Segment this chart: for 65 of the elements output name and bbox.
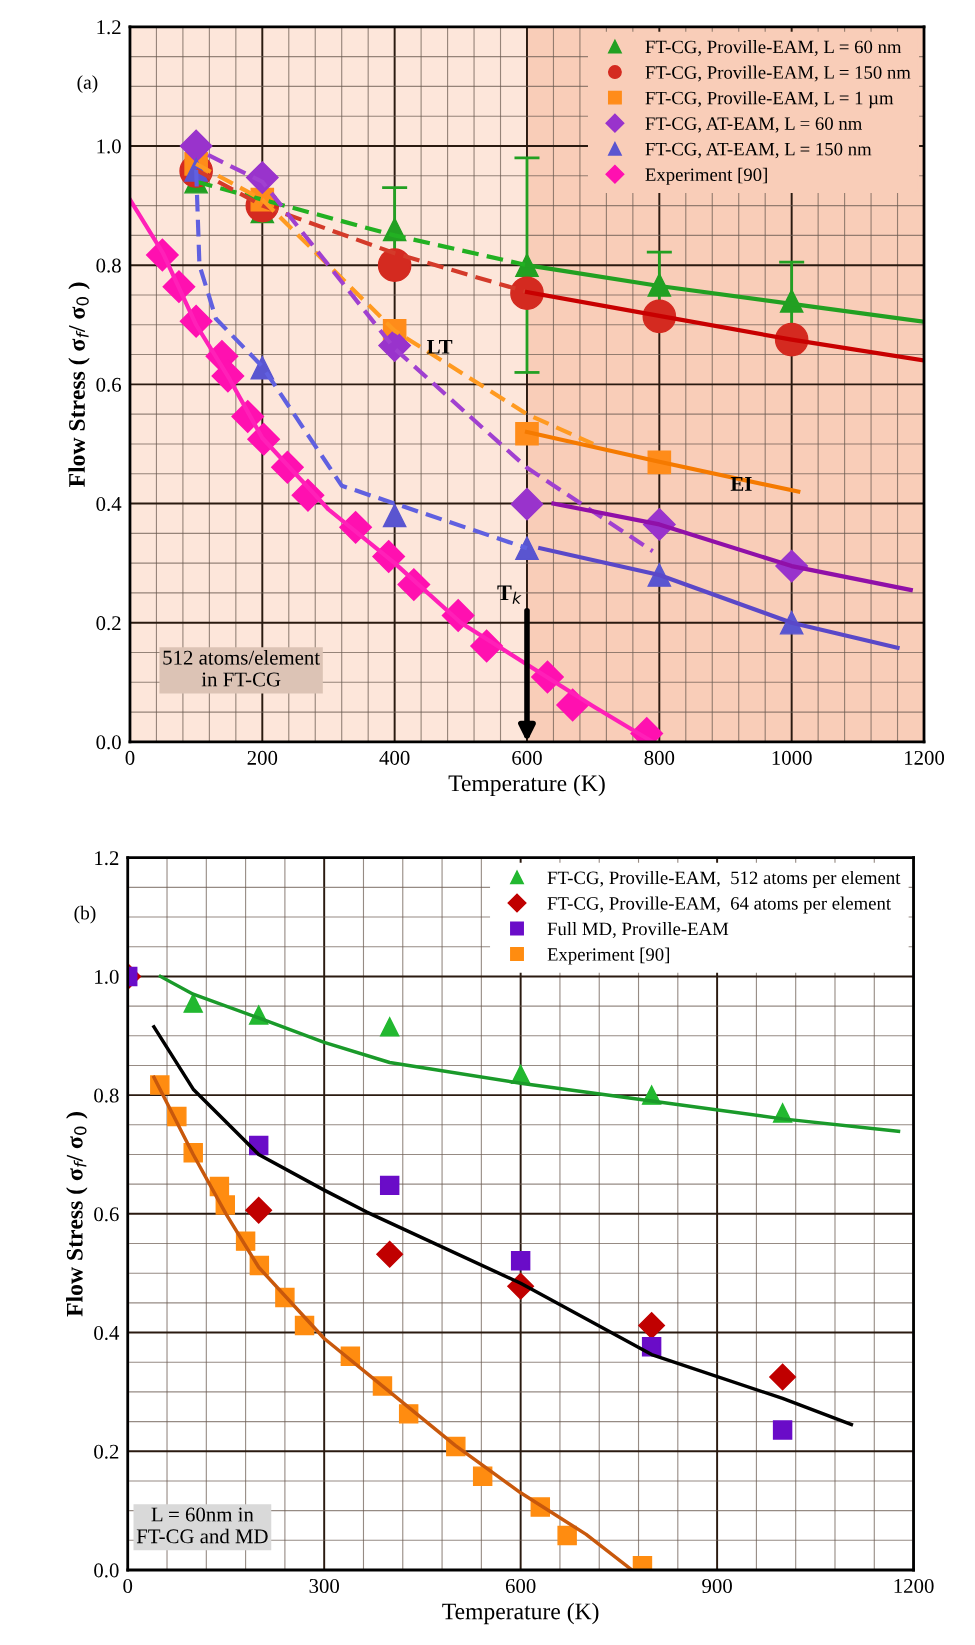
y-tick-label: 0.6 xyxy=(94,1207,119,1222)
point xyxy=(183,993,203,1013)
y-tick-label: 0.8 xyxy=(96,258,121,273)
line-series xyxy=(158,974,901,1134)
annotation: L = 60nm in FT-CG and MD xyxy=(136,1507,268,1544)
legend-label: FT-CG, AT-EAM, L = 60 nm xyxy=(645,117,863,133)
point xyxy=(557,1525,577,1546)
legend-label: Experiment [90] xyxy=(645,167,767,185)
legend-label: Full MD, Proville-EAM xyxy=(547,922,729,938)
point xyxy=(769,1363,797,1391)
x-tick-label: 600 xyxy=(505,1578,536,1593)
point xyxy=(510,1251,531,1271)
x-tick-label: 0 xyxy=(123,1578,133,1593)
x-tick-label: 800 xyxy=(644,750,675,765)
point xyxy=(245,1196,273,1224)
x-axis-title: Temperature (K) xyxy=(442,1602,599,1625)
point xyxy=(179,129,213,163)
point xyxy=(772,1420,793,1440)
point xyxy=(510,487,544,521)
point xyxy=(382,503,407,528)
legend-label: FT-CG, Proville-EAM, 64 atoms per element xyxy=(547,896,891,914)
y-tick-label: 0.4 xyxy=(94,1325,120,1341)
y-tick-label: 1.0 xyxy=(95,969,119,984)
point xyxy=(379,1175,400,1196)
x-tick-label: 1200 xyxy=(894,1578,934,1593)
y-tick-label: 0.4 xyxy=(96,496,122,512)
x-tick-label: 600 xyxy=(512,750,542,765)
line-series xyxy=(152,1025,854,1427)
legend-label: FT-CG, AT-EAM, L = 150 nm xyxy=(645,142,872,159)
line-series xyxy=(551,501,913,593)
point xyxy=(377,248,412,282)
legend-label: FT-CG, Proville-EAM, L = 60 nm xyxy=(645,40,902,56)
point xyxy=(638,1311,666,1339)
x-tick-label: 900 xyxy=(702,1578,732,1593)
legend-label: FT-CG, Proville-EAM, 512 atoms per element xyxy=(547,870,901,888)
legend-label: FT-CG, Proville-EAM, L = 150 nm xyxy=(645,65,911,82)
legend-label: FT-CG, Proville-EAM, L = 1 µm xyxy=(645,91,894,109)
annotation: T$_{k}$ xyxy=(497,585,522,604)
y-tick-label: 0.8 xyxy=(94,1088,119,1103)
y-tick-label: 1.2 xyxy=(97,20,121,35)
x-tick-label: 300 xyxy=(309,1578,340,1593)
x-tick-label: 200 xyxy=(247,750,278,765)
x-tick-label: 400 xyxy=(379,750,410,765)
text: (b) xyxy=(74,905,96,924)
y-axis-title: Flow Stress ( σ$_{f}$/ σ$_{0}$ ) xyxy=(68,282,90,487)
y-tick-label: 0.6 xyxy=(96,377,122,392)
y-tick-label: 0.0 xyxy=(94,1563,119,1578)
point xyxy=(376,1240,404,1268)
annotation: EI xyxy=(730,477,752,491)
legend-label: Experiment [90] xyxy=(547,947,670,965)
x-tick-label: 1000 xyxy=(772,750,812,765)
y-tick-label: 1.2 xyxy=(95,851,119,866)
point xyxy=(379,1017,400,1037)
annotation: 512 atoms/element in FT-CG xyxy=(163,650,320,687)
x-axis-title: Temperature (K) xyxy=(448,774,605,797)
y-tick-label: 0.2 xyxy=(94,1444,119,1459)
x-tick-label: 0 xyxy=(125,750,135,765)
y-tick-label: 0.0 xyxy=(96,735,121,750)
x-tick-label: 1200 xyxy=(905,750,945,765)
point xyxy=(472,1466,493,1486)
y-axis-title: Flow Stress ( σ$_{f}$/ σ$_{0}$ ) xyxy=(66,1112,88,1317)
y-tick-label: 1.0 xyxy=(97,139,121,154)
y-tick-label: 0.2 xyxy=(96,616,121,631)
annotation: LT xyxy=(427,339,453,354)
text: (a) xyxy=(77,75,98,93)
